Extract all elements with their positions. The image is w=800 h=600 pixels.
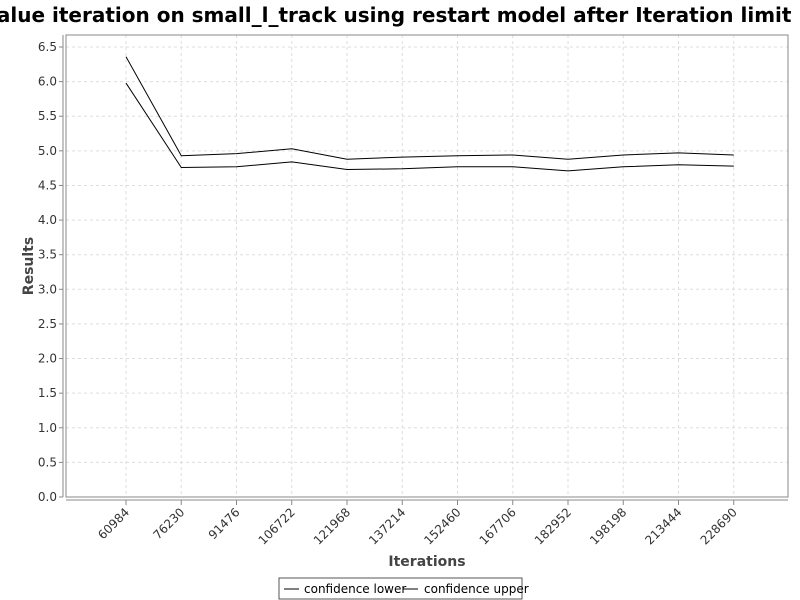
x-tick-label: 60984 bbox=[95, 505, 132, 542]
chart-title: Value iteration on small_l_track using r… bbox=[0, 3, 792, 27]
legend-label-upper: confidence upper bbox=[424, 582, 529, 596]
y-tick-label: 5.0 bbox=[38, 144, 57, 158]
legend-box bbox=[278, 577, 523, 600]
x-tick-label: 198198 bbox=[587, 505, 629, 547]
y-tick-label: 2.5 bbox=[38, 317, 57, 331]
y-tick-label: 4.5 bbox=[38, 178, 57, 192]
x-axis-label: Iterations bbox=[388, 554, 465, 570]
y-tick-label: 6.5 bbox=[38, 40, 57, 54]
y-tick-label: 1.0 bbox=[38, 421, 57, 435]
y-tick-label: 2.0 bbox=[38, 352, 57, 366]
x-tick-label: 91476 bbox=[206, 505, 243, 542]
y-tick-label: 1.5 bbox=[38, 386, 57, 400]
y-tick-labels: 0.0 0.5 1.0 1.5 2.0 2.5 3.0 3.5 4.0 4.5 5.0 5.5 6.0 6… bbox=[38, 40, 57, 504]
series-lines bbox=[125, 56, 734, 172]
y-tick-label: 0.5 bbox=[38, 455, 57, 469]
x-tick-label: 121968 bbox=[311, 505, 353, 547]
y-tick-label: 5.5 bbox=[38, 109, 57, 123]
legend-label-lower: confidence lower bbox=[304, 582, 406, 596]
plot-frame bbox=[65, 34, 789, 498]
x-tick-label: 152460 bbox=[421, 505, 463, 547]
y-tick-label: 3.5 bbox=[38, 248, 57, 262]
x-tick-labels: 60984 76230 91476 106722 121968 137214 152460 1… bbox=[95, 505, 740, 547]
x-tick-label: 106722 bbox=[256, 505, 298, 547]
x-tick-label: 228690 bbox=[698, 505, 740, 547]
y-tick-label: 3.0 bbox=[38, 282, 57, 296]
axes bbox=[59, 35, 788, 505]
legend: confidence lower confidence upper bbox=[278, 577, 529, 600]
y-axis-label: Results bbox=[21, 237, 37, 295]
x-tick-label: 213444 bbox=[642, 505, 684, 547]
grid bbox=[66, 35, 788, 498]
x-tick-label: 137214 bbox=[366, 505, 408, 547]
series-line-confidence-lower bbox=[125, 82, 734, 172]
y-tick-label: 0.0 bbox=[38, 490, 57, 504]
y-tick-label: 6.0 bbox=[38, 75, 57, 89]
x-tick-label: 76230 bbox=[150, 505, 187, 542]
x-tick-label: 182952 bbox=[532, 505, 574, 547]
x-tick-label: 167706 bbox=[477, 505, 519, 547]
y-tick-label: 4.0 bbox=[38, 213, 57, 227]
series-line-confidence-upper bbox=[125, 56, 734, 160]
